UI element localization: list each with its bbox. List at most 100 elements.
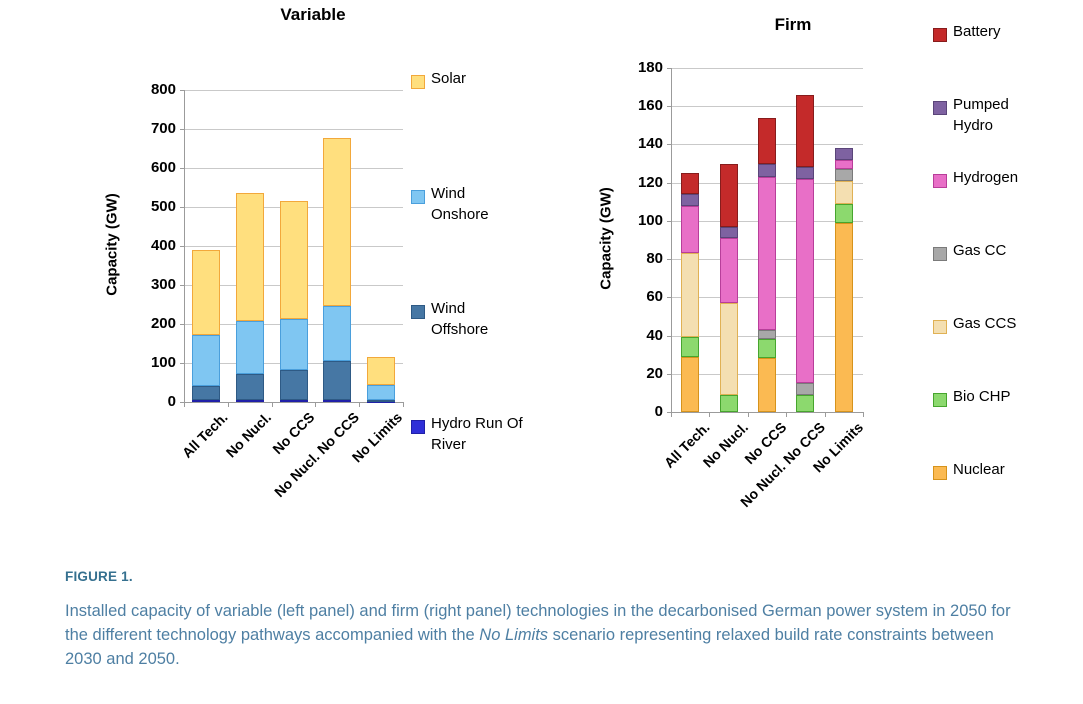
x-axis-tick <box>747 412 749 417</box>
bar-segment-gas-cc <box>834 169 853 181</box>
y-axis-tick <box>180 246 184 247</box>
bar-segment-pumped-hydro <box>796 167 815 179</box>
bar-segment-solar <box>279 201 308 319</box>
y-axis-tick <box>667 412 671 413</box>
y-tick-label: 0 <box>654 403 663 420</box>
y-axis-tick <box>180 402 184 403</box>
bar-segment-wind-onshore <box>279 318 308 371</box>
y-axis-tick <box>180 285 184 286</box>
bar-segment-solar <box>235 193 264 321</box>
x-axis-tick <box>315 402 317 407</box>
bar-segment-bio-chp <box>681 337 700 357</box>
legend-swatch-wind-onshore <box>411 190 425 204</box>
bar-segment-gas-ccs <box>834 180 853 204</box>
bar-segment-gas-cc <box>758 329 776 340</box>
caption-text-after: scenario representing relaxed build rate… <box>65 626 994 668</box>
legend-swatch-gas-ccs <box>933 320 947 334</box>
legend-swatch-gas-cc <box>933 247 947 261</box>
gridline <box>184 129 403 130</box>
y-axis-tick <box>180 129 184 130</box>
y-tick-label: 300 <box>150 276 176 293</box>
legend-label: Battery <box>953 23 1001 40</box>
y-tick-label: 60 <box>646 288 663 306</box>
bar-segment-wind-offshore <box>235 373 264 401</box>
y-tick-label: 600 <box>150 159 176 176</box>
bar-segment-hydro-run-of-river <box>279 400 308 403</box>
bar-segment-wind-onshore <box>323 305 352 361</box>
y-tick-label: 160 <box>637 97 663 115</box>
y-axis-line <box>671 68 672 417</box>
bar-segment-wind-onshore <box>367 384 396 401</box>
legend-label: Gas CC <box>953 242 1007 259</box>
bar-segment-battery <box>796 94 815 168</box>
chart-title: Variable <box>280 5 346 24</box>
y-axis-tick <box>667 182 671 184</box>
y-tick-label: 0 <box>167 393 176 410</box>
x-axis-tick <box>227 402 229 407</box>
legend-label: Wind Offshore <box>431 300 489 338</box>
legend-entry: Battery <box>933 15 1039 88</box>
y-axis-tick <box>667 144 671 146</box>
y-axis-tick <box>667 259 671 261</box>
y-tick-label: 120 <box>637 173 663 191</box>
y-axis-line <box>184 90 185 407</box>
legend-label: Wind Onshore <box>431 185 489 223</box>
bar-segment-pumped-hydro <box>681 194 700 206</box>
chart-legend: Solar Wind Onshore Wind Offshore Hydro Run … <box>411 63 528 523</box>
bar-segment-wind-offshore <box>279 370 308 401</box>
bar-segment-hydrogen <box>719 238 738 304</box>
bar-segment-battery <box>758 117 776 164</box>
legend-entry: Gas CC <box>933 234 1039 307</box>
x-axis-tick <box>786 412 788 417</box>
bar-segment-wind-onshore <box>235 320 264 374</box>
legend-label: Hydrogen <box>953 169 1019 186</box>
bar-segment-pumped-hydro <box>834 148 853 160</box>
legend-entry: Bio CHP <box>933 380 1039 453</box>
x-axis-tick <box>271 402 273 407</box>
bar-segment-hydrogen <box>758 176 776 330</box>
x-axis-tick <box>863 412 864 417</box>
gridline <box>671 106 863 108</box>
y-axis-tick <box>667 373 671 375</box>
x-axis-tick <box>709 412 711 417</box>
figure-caption-text: Installed capacity of variable (left pan… <box>65 599 1025 671</box>
chart-title: Firm <box>774 15 812 34</box>
bar-segment-gas-cc <box>796 383 815 395</box>
y-tick-label: 40 <box>646 326 663 344</box>
caption-text-before: Installed capacity of variable (left pan… <box>65 602 1011 644</box>
bar-segment-hydro-run-of-river <box>235 400 264 403</box>
chart-legend: Battery Pumped Hydro Hydrogen Gas CC Gas CCS… <box>933 15 1039 526</box>
bar-segment-pumped-hydro <box>719 226 738 239</box>
legend-swatch-hydrogen <box>933 174 947 188</box>
legend-entry: Pumped Hydro <box>933 88 1039 161</box>
bar-segment-solar <box>191 249 220 335</box>
x-axis-tick <box>403 402 404 407</box>
legend-label: Hydro Run Of River <box>431 415 523 453</box>
bar-segment-gas-ccs <box>719 303 738 395</box>
y-tick-label: 100 <box>637 211 663 229</box>
x-axis-line <box>184 402 403 403</box>
bar-segment-bio-chp <box>796 394 815 412</box>
bar-segment-bio-chp <box>834 203 853 223</box>
bar-segment-wind-offshore <box>191 386 220 401</box>
legend-swatch-pumped-hydro <box>933 101 947 115</box>
legend-label: Gas CCS <box>953 315 1017 332</box>
bar-segment-hydro-run-of-river <box>323 400 352 403</box>
legend-label: Pumped Hydro <box>953 96 1009 134</box>
bar-segment-wind-onshore <box>191 334 220 387</box>
legend-entry: Hydrogen <box>933 161 1039 234</box>
gridline <box>671 68 863 69</box>
bar-segment-solar <box>323 137 352 306</box>
y-tick-label: 20 <box>646 364 663 382</box>
x-axis-tick <box>359 402 361 407</box>
legend-swatch-battery <box>933 28 947 42</box>
gridline <box>184 168 403 169</box>
y-tick-label: 500 <box>150 198 176 215</box>
bar-segment-hydrogen <box>681 205 700 254</box>
y-axis-tick <box>667 106 671 108</box>
legend-swatch-bio-chp <box>933 393 947 407</box>
y-tick-label: 400 <box>150 237 176 254</box>
bar-segment-nuclear <box>681 356 700 412</box>
